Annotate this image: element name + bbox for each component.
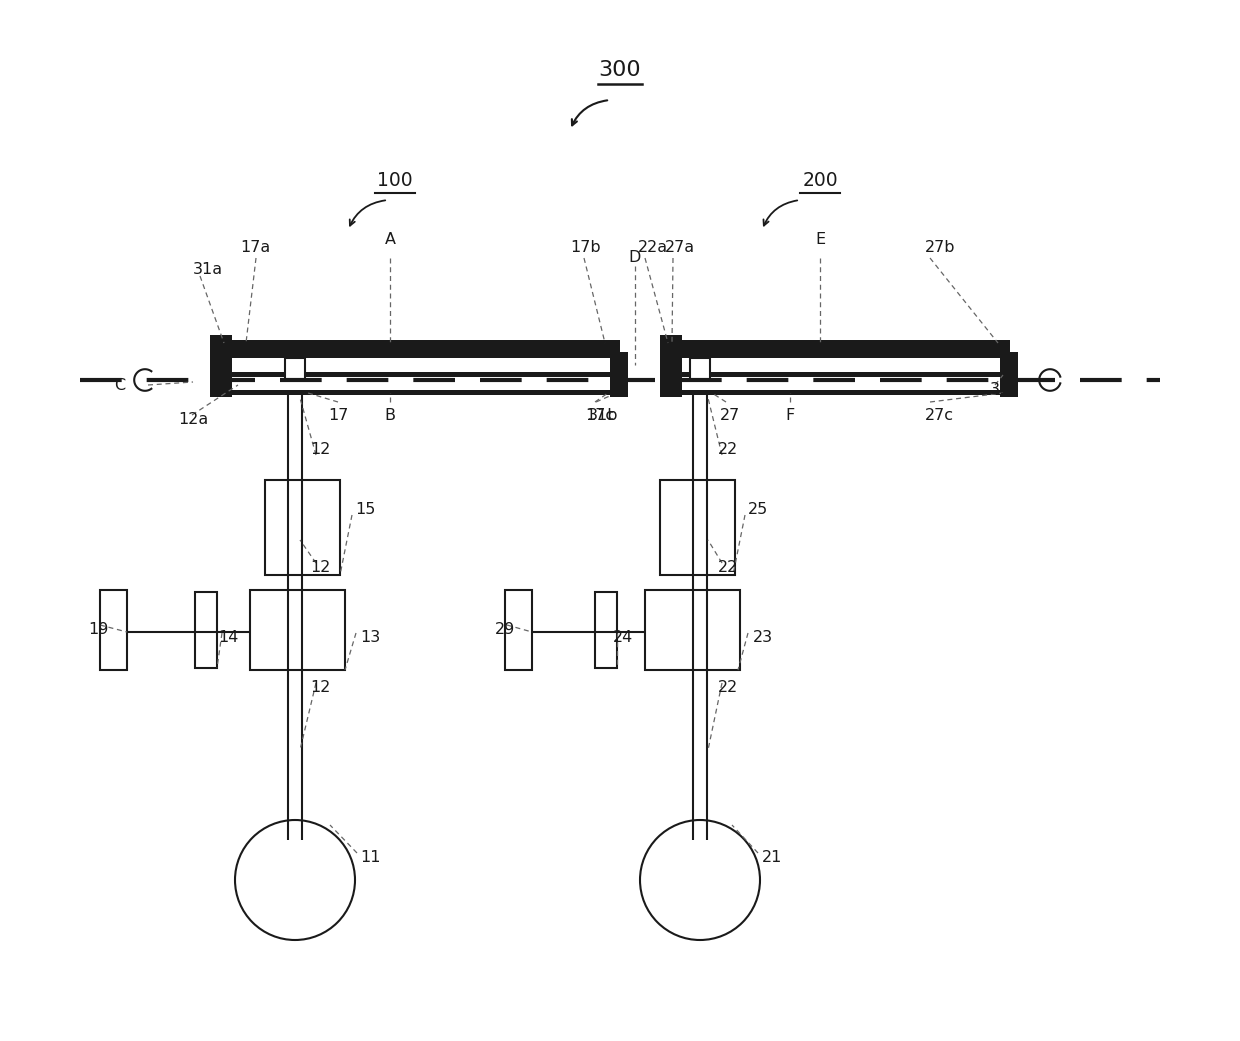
- Bar: [215, 372, 620, 377]
- Text: 17c: 17c: [585, 407, 614, 423]
- Bar: [210, 335, 232, 397]
- Text: 21: 21: [763, 850, 782, 865]
- Bar: [595, 592, 618, 668]
- Bar: [215, 340, 620, 358]
- Text: 15: 15: [355, 503, 376, 517]
- Text: 27c: 27c: [925, 407, 954, 423]
- Text: 300: 300: [599, 60, 641, 80]
- Text: C: C: [114, 378, 125, 392]
- Text: 22: 22: [718, 681, 738, 695]
- Text: 17b: 17b: [570, 240, 600, 255]
- Text: 22: 22: [718, 560, 738, 576]
- Bar: [285, 358, 305, 380]
- Text: 12: 12: [310, 681, 330, 695]
- Text: 17a: 17a: [241, 240, 270, 255]
- Text: 14: 14: [218, 631, 238, 645]
- Text: 12: 12: [310, 442, 330, 457]
- Bar: [665, 390, 1011, 395]
- Bar: [265, 480, 340, 575]
- Bar: [665, 372, 1011, 377]
- Text: 27: 27: [720, 407, 740, 423]
- Text: 200: 200: [802, 171, 838, 191]
- Text: E: E: [815, 232, 825, 248]
- Text: 27b: 27b: [925, 240, 956, 255]
- Text: F: F: [785, 407, 795, 423]
- Text: 31c: 31c: [990, 382, 1019, 398]
- Text: B: B: [384, 407, 396, 423]
- Bar: [215, 390, 620, 395]
- Bar: [610, 352, 627, 397]
- Text: 31b: 31b: [588, 407, 619, 423]
- Bar: [660, 335, 682, 397]
- Text: 29: 29: [495, 623, 516, 637]
- Text: 27a: 27a: [665, 240, 696, 255]
- Bar: [505, 590, 532, 670]
- Text: 22a: 22a: [639, 240, 668, 255]
- Bar: [645, 590, 740, 670]
- Text: 17: 17: [329, 407, 348, 423]
- Text: 23: 23: [753, 631, 773, 645]
- Text: 12a: 12a: [179, 412, 208, 428]
- Text: 11: 11: [360, 850, 381, 865]
- Text: A: A: [384, 232, 396, 248]
- Bar: [100, 590, 126, 670]
- Bar: [665, 340, 1011, 358]
- Text: 22: 22: [718, 442, 738, 457]
- Bar: [689, 358, 711, 380]
- Text: 13: 13: [360, 631, 381, 645]
- Bar: [999, 352, 1018, 397]
- Text: 31a: 31a: [193, 262, 223, 278]
- Text: 24: 24: [613, 631, 634, 645]
- Bar: [660, 480, 735, 575]
- Text: 12: 12: [310, 560, 330, 576]
- Bar: [250, 590, 345, 670]
- Text: 25: 25: [748, 503, 769, 517]
- Text: 19: 19: [88, 623, 108, 637]
- Text: 100: 100: [377, 171, 413, 191]
- Text: D: D: [629, 251, 641, 265]
- Bar: [195, 592, 217, 668]
